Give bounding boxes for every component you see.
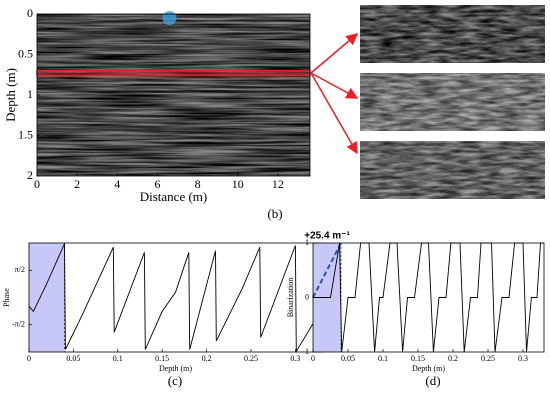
y-tick-label: -1	[302, 347, 309, 356]
x-tick-label: 0	[27, 354, 31, 363]
y-tick-label: 0	[305, 292, 309, 301]
x-tick-label: 0.1	[113, 354, 123, 363]
y-tick-label: -π/2	[12, 320, 25, 329]
x-tick-label: 0.2	[448, 354, 458, 363]
y-tick-label: 1.5	[18, 127, 33, 141]
x-tick-label: 0.2	[202, 354, 212, 363]
x-tick-label: 12	[272, 177, 284, 191]
panel-caption: (b)	[267, 206, 282, 221]
x-tick-label: 0.25	[244, 354, 258, 363]
x-tick-label: 0.05	[341, 354, 355, 363]
x-tick-label: 0.1	[378, 354, 388, 363]
x-axis-label: Depth (m)	[412, 364, 445, 373]
radargram-texture	[37, 14, 310, 176]
y-tick-label: 0	[27, 6, 33, 20]
x-tick-label: 6	[154, 177, 160, 191]
x-tick-label: 0.3	[290, 354, 300, 363]
x-tick-label: 4	[114, 177, 120, 191]
x-tick-label: 0	[34, 177, 40, 191]
annotation: +25.4 m⁻¹	[304, 231, 350, 242]
x-tick-label: 2	[74, 177, 80, 191]
y-axis-label: Phase	[2, 288, 11, 307]
y-tick-label: 2	[27, 168, 33, 182]
axes-frame	[28, 242, 323, 353]
slope-line	[312, 242, 342, 298]
x-axis-label: Distance (m)	[140, 189, 208, 204]
x-tick-label: 0.05	[66, 354, 80, 363]
y-axis-label: Binarization	[286, 278, 295, 318]
y-tick-label: 1	[27, 87, 33, 101]
insets	[310, 5, 545, 199]
x-tick-label: 0	[311, 354, 315, 363]
x-axis-label: Depth (m)	[159, 364, 192, 373]
line	[28, 243, 323, 353]
y-tick-label: π/2	[15, 265, 25, 274]
shaded-region	[29, 243, 65, 352]
y-tick-label: 1	[305, 238, 309, 247]
x-tick-label: 10	[232, 177, 244, 191]
line	[313, 242, 544, 353]
x-tick-label: 0.15	[411, 354, 425, 363]
panel-caption: (d)	[425, 373, 440, 388]
x-tick-label: 0.3	[518, 354, 528, 363]
y-tick-label: 0.5	[18, 46, 33, 60]
x-tick-label: 0.15	[155, 354, 169, 363]
marker	[162, 11, 177, 25]
y-axis-label: Depth (m)	[3, 68, 18, 122]
x-tick-label: 8	[195, 177, 201, 191]
highlight-fill	[37, 70, 310, 76]
x-tick-label: 0.25	[481, 354, 495, 363]
panel-caption: (c)	[168, 373, 182, 388]
